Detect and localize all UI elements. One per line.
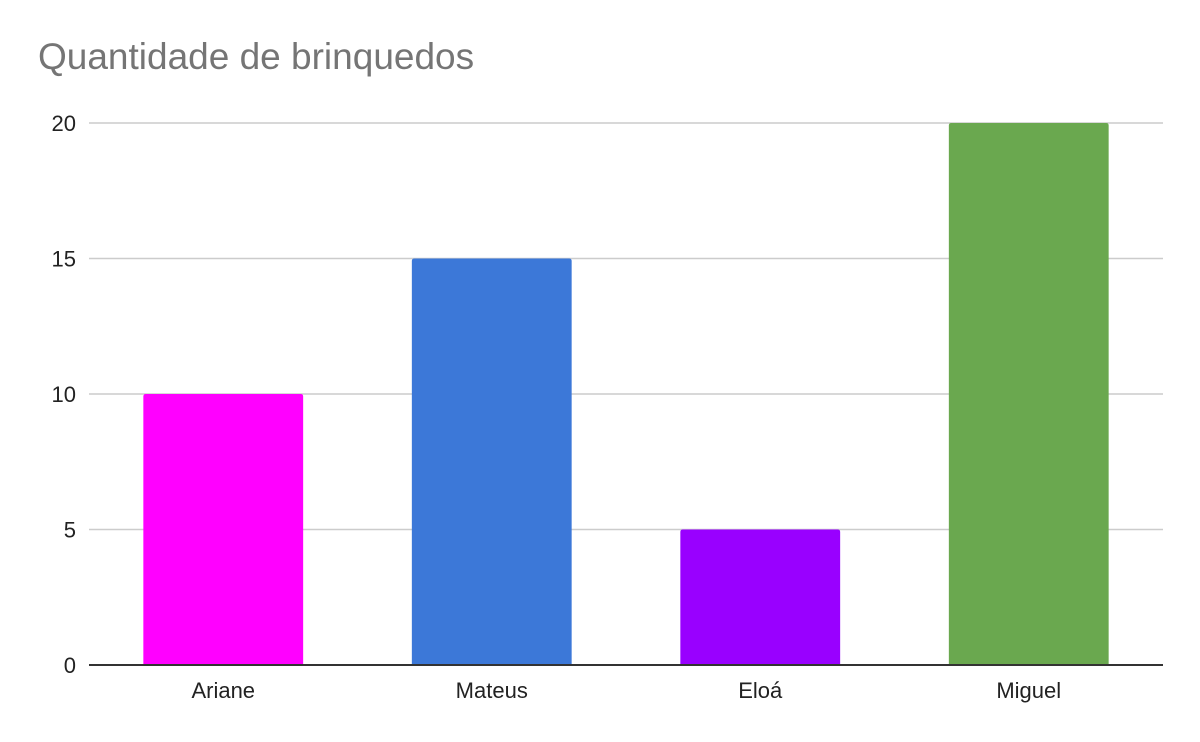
y-tick-label: 20: [52, 111, 76, 136]
x-tick-label: Mateus: [456, 678, 528, 703]
y-tick-label: 10: [52, 382, 76, 407]
y-tick-label: 15: [52, 247, 76, 272]
chart-title: Quantidade de brinquedos: [38, 36, 475, 77]
bar-miguel: [948, 123, 1109, 665]
y-tick-label: 0: [64, 653, 76, 678]
bar-mateus: [411, 258, 572, 665]
x-tick-label: Eloá: [738, 678, 783, 703]
bars: [143, 123, 1109, 665]
x-tick-label: Miguel: [996, 678, 1061, 703]
bar-eloá: [680, 529, 841, 665]
tick-labels: 0 5 10 15 20 Ariane Mateus Eloá Miguel: [52, 111, 1062, 703]
x-tick-label: Ariane: [191, 678, 255, 703]
bar-ariane: [143, 394, 304, 665]
y-tick-label: 5: [64, 518, 76, 543]
